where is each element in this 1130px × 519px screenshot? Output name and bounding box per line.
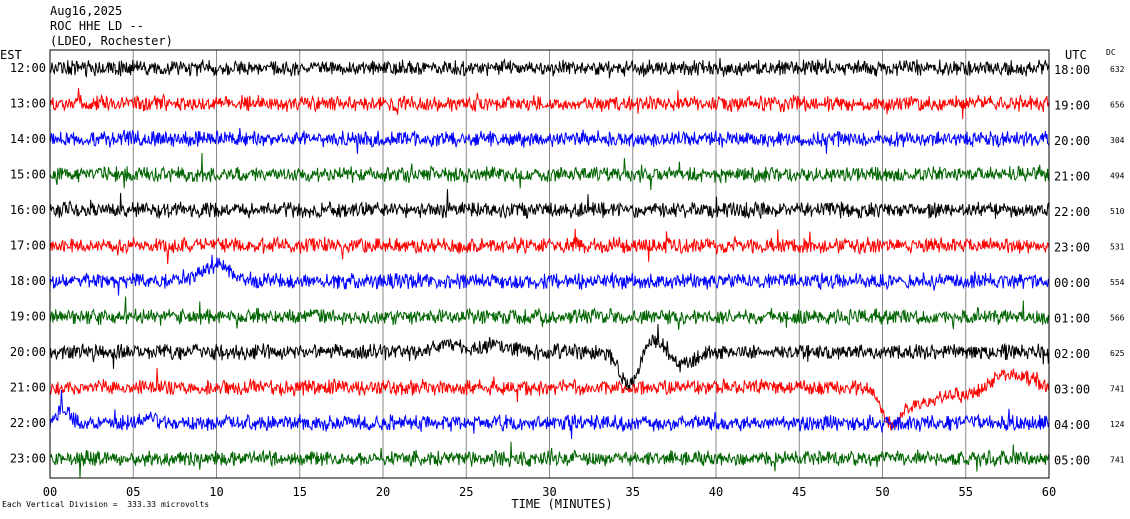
- utc-time-label: 03:00: [1054, 383, 1090, 397]
- axis-labels: 00 05 10 15 20 25 30 35 40 45 50 55 60 TIME (MINUTES)…: [10, 61, 1125, 511]
- trace-1400: [49, 127, 1050, 154]
- scale-note: Each Vertical Division = 333.33 microvol…: [2, 500, 210, 509]
- est-time-label: 23:00: [10, 452, 46, 466]
- dc-offset-label: 510: [1110, 207, 1125, 216]
- trace-2000: [49, 324, 1050, 392]
- x-axis-title: TIME (MINUTES): [511, 497, 612, 511]
- est-time-label: 14:00: [10, 132, 46, 146]
- plot-border: [49, 49, 1050, 479]
- est-time-label: 19:00: [10, 310, 46, 324]
- seismic-traces: [49, 57, 1050, 478]
- trace-2100: [49, 368, 1050, 431]
- trace-1300: [49, 88, 1050, 119]
- x-tick-label: 25: [459, 485, 473, 499]
- x-tick-label: 45: [792, 485, 806, 499]
- dc-offset-label: 741: [1110, 456, 1125, 465]
- dc-offset-label: 632: [1110, 65, 1125, 74]
- est-time-label: 20:00: [10, 345, 46, 359]
- dc-column-label: DC: [1106, 48, 1116, 57]
- x-tick-label: 15: [293, 485, 307, 499]
- x-tick-label: 50: [875, 485, 889, 499]
- dc-offset-label: 566: [1110, 314, 1125, 323]
- utc-time-label: 22:00: [1054, 205, 1090, 219]
- utc-time-label: 02:00: [1054, 347, 1090, 361]
- utc-time-label: 00:00: [1054, 276, 1090, 290]
- plot-frame: [49, 49, 1050, 479]
- dc-offset-label: 531: [1110, 243, 1125, 252]
- utc-time-label: 21:00: [1054, 170, 1090, 184]
- x-tick-label: 30: [542, 485, 556, 499]
- est-axis-label: EST: [0, 48, 22, 62]
- trace-1900: [49, 296, 1050, 330]
- est-time-label: 21:00: [10, 381, 46, 395]
- trace-2300: [49, 441, 1050, 478]
- x-tick-label: 20: [376, 485, 390, 499]
- dc-offset-label: 494: [1110, 172, 1125, 181]
- x-tick-label: 10: [209, 485, 223, 499]
- x-tick-label: 05: [126, 485, 140, 499]
- x-tick-label: 60: [1042, 485, 1056, 499]
- station-label: ROC HHE LD --: [50, 19, 144, 33]
- vertical-grid: [132, 50, 967, 478]
- est-time-label: 13:00: [10, 97, 46, 111]
- dc-offset-label: 625: [1110, 349, 1125, 358]
- utc-time-label: 18:00: [1054, 63, 1090, 77]
- trace-2200: [49, 389, 1050, 440]
- utc-time-label: 23:00: [1054, 241, 1090, 255]
- x-tick-label: 55: [959, 485, 973, 499]
- utc-time-label: 19:00: [1054, 99, 1090, 113]
- trace-1800: [49, 254, 1050, 296]
- est-time-label: 22:00: [10, 416, 46, 430]
- date-label: Aug16,2025: [50, 4, 123, 18]
- utc-time-label: 20:00: [1054, 134, 1090, 148]
- dc-offset-label: 656: [1110, 101, 1125, 110]
- dc-offset-label: 554: [1110, 278, 1125, 287]
- est-time-label: 12:00: [10, 61, 46, 75]
- dc-offset-label: 304: [1110, 136, 1125, 145]
- x-tick-label: 35: [626, 485, 640, 499]
- trace-1500: [49, 152, 1050, 191]
- est-time-label: 18:00: [10, 274, 46, 288]
- x-tick-label: 40: [709, 485, 723, 499]
- utc-time-label: 01:00: [1054, 312, 1090, 326]
- trace-1200: [49, 57, 1050, 79]
- x-tick-label: 00: [43, 485, 57, 499]
- est-time-label: 17:00: [10, 239, 46, 253]
- est-time-label: 15:00: [10, 168, 46, 182]
- utc-time-label: 05:00: [1054, 454, 1090, 468]
- est-time-label: 16:00: [10, 203, 46, 217]
- utc-time-label: 04:00: [1054, 418, 1090, 432]
- utc-axis-label: UTC: [1065, 48, 1087, 62]
- network-label: (LDEO, Rochester): [50, 34, 173, 48]
- trace-1600: [49, 189, 1050, 220]
- dc-offset-label: 741: [1110, 385, 1125, 394]
- trace-1700: [49, 228, 1050, 265]
- dc-offset-label: 124: [1110, 420, 1125, 429]
